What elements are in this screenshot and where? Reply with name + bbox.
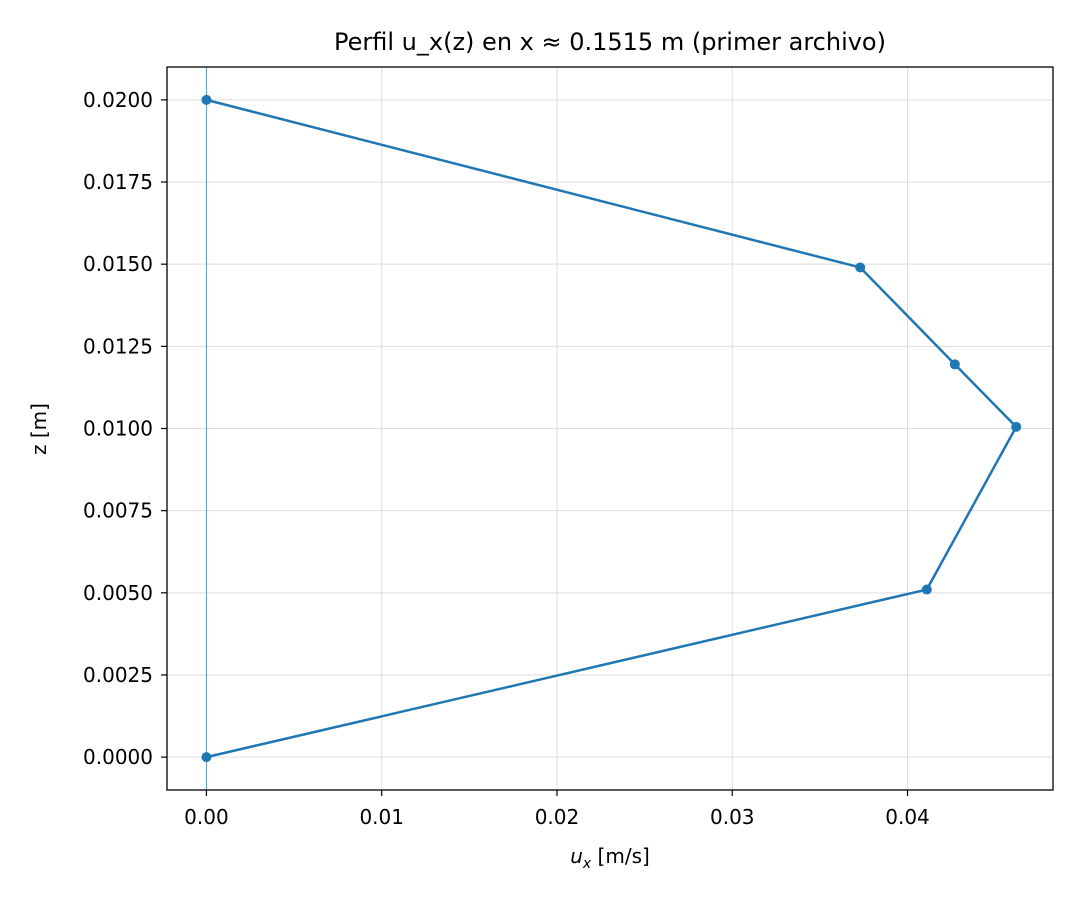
y-tick-label: 0.0000	[83, 745, 153, 769]
y-tick-label: 0.0100	[83, 417, 153, 441]
data-point	[1011, 421, 1022, 432]
y-axis-label: z [m]	[27, 403, 51, 455]
y-tick-label: 0.0025	[83, 663, 153, 687]
x-axis-label: ux [m/s]	[570, 844, 650, 872]
y-tick-label: 0.0125	[83, 334, 153, 358]
series-line	[206, 98, 1018, 759]
grid	[167, 67, 1053, 790]
y-tick-label: 0.0150	[83, 252, 153, 276]
x-tick-label: 0.02	[535, 805, 580, 829]
chart-title: Perfil u_x(z) en x ≈ 0.1515 m (primer ar…	[334, 28, 886, 56]
x-tick-label: 0.04	[885, 805, 930, 829]
y-tick-label: 0.0075	[83, 499, 153, 523]
series-group	[201, 94, 1022, 763]
y-tick-label: 0.0200	[83, 88, 153, 112]
y-axis-ticks: 0.0000 0.0025 0.0050 0.0075 0.0100 0.0125 0.01…	[83, 88, 167, 769]
y-tick-label: 0.0050	[83, 581, 153, 605]
data-point	[201, 752, 212, 763]
y-tick-label: 0.0175	[83, 170, 153, 194]
data-point	[921, 584, 932, 595]
x-tick-label: 0.03	[710, 805, 755, 829]
data-point	[201, 94, 212, 105]
x-tick-label: 0.01	[359, 805, 404, 829]
data-point	[949, 359, 960, 370]
data-point	[855, 262, 866, 273]
x-tick-label: 0.00	[184, 805, 229, 829]
x-axis-ticks: 0.00 0.01 0.02 0.03 0.04	[184, 790, 930, 829]
